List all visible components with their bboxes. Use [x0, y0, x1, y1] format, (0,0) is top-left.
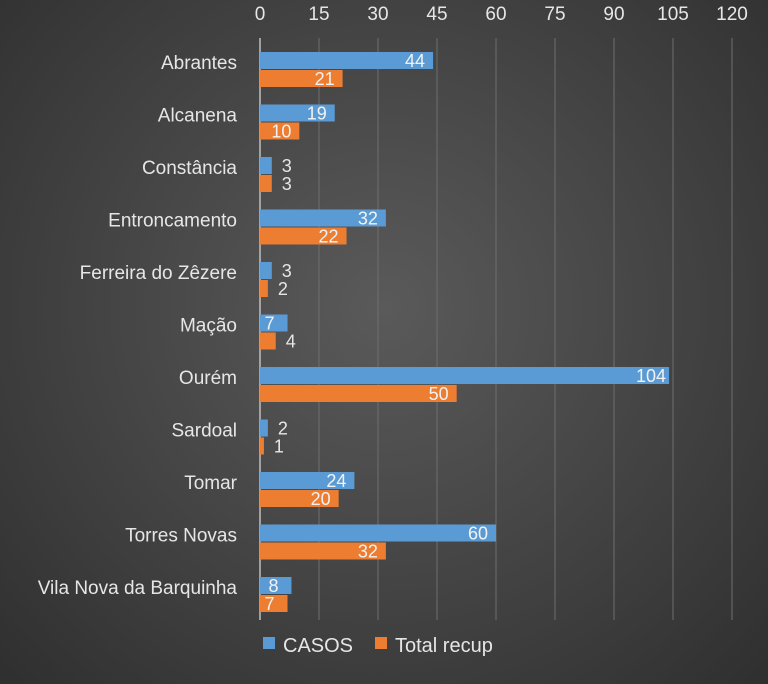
category-label-tomar: Tomar — [184, 473, 237, 494]
data-label-total-recup-entroncamento: 22 — [319, 227, 339, 247]
bar-casos-sardoal — [260, 419, 268, 437]
data-label-casos-ourem: 104 — [636, 366, 666, 386]
data-label-casos-sardoal: 2 — [278, 419, 288, 439]
data-label-casos-ferreira-do-zezere: 3 — [282, 261, 292, 281]
data-label-casos-torres-novas: 60 — [468, 524, 488, 544]
category-label-torres-novas: Torres Novas — [125, 526, 237, 547]
data-label-total-recup-macao: 4 — [286, 332, 296, 352]
data-label-total-recup-abrantes: 21 — [315, 69, 335, 89]
legend-label-total-recup: Total recup — [395, 635, 493, 657]
category-labels: Abrantes Alcanena Constância Entroncamento F… — [38, 53, 238, 599]
bar-total-recup-macao — [260, 332, 276, 350]
category-label-alcanena: Alcanena — [158, 106, 238, 127]
bar-casos-vila-nova-da-barquinha — [260, 577, 292, 594]
category-label-ourem: Ourém — [179, 368, 237, 389]
gridlines — [259, 38, 733, 620]
bar-casos-ourem — [260, 367, 670, 384]
legend: CASOS Total recup — [263, 635, 493, 657]
data-label-casos-alcanena: 19 — [307, 104, 327, 124]
x-tick-label-75: 75 — [544, 4, 565, 25]
bar-total-recup-torres-novas — [260, 542, 386, 560]
bar-casos-torres-novas — [260, 524, 496, 542]
bar-casos-abrantes — [260, 52, 434, 69]
category-label-entroncamento: Entroncamento — [108, 211, 237, 232]
category-label-vila-nova-da-barquinha: Vila Nova da Barquinha — [38, 578, 238, 599]
bar-casos-macao — [260, 314, 288, 332]
bar-casos-tomar — [260, 472, 355, 489]
x-tick-label-90: 90 — [603, 4, 624, 25]
data-label-casos-macao: 7 — [265, 314, 275, 334]
bar-total-recup-sardoal — [260, 437, 264, 455]
data-label-total-recup-sardoal: 1 — [274, 437, 284, 457]
bar-total-recup-abrantes — [260, 70, 343, 87]
x-tick-label-120: 120 — [716, 4, 748, 25]
data-label-total-recup-alcanena: 10 — [271, 122, 291, 142]
legend-swatch-casos — [263, 637, 275, 649]
data-label-total-recup-ferreira-do-zezere: 2 — [278, 279, 288, 299]
data-label-casos-constancia: 3 — [282, 156, 292, 176]
bars — [260, 52, 670, 612]
x-tick-label-30: 30 — [367, 4, 388, 25]
category-label-ferreira-do-zezere: Ferreira do Zêzere — [80, 263, 237, 284]
legend-label-casos: CASOS — [283, 635, 353, 657]
data-label-total-recup-tomar: 20 — [311, 489, 331, 509]
category-label-abrantes: Abrantes — [161, 53, 237, 74]
x-tick-label-45: 45 — [426, 4, 447, 25]
data-label-total-recup-constancia: 3 — [282, 174, 292, 194]
data-label-total-recup-vila-nova-da-barquinha: 7 — [265, 594, 275, 614]
data-label-total-recup-ourem: 50 — [429, 384, 449, 404]
data-label-total-recup-torres-novas: 32 — [358, 542, 378, 562]
bar-total-recup-tomar — [260, 490, 339, 507]
category-label-sardoal: Sardoal — [172, 421, 238, 442]
bar-casos-constancia — [260, 157, 272, 174]
data-label-casos-vila-nova-da-barquinha: 8 — [268, 576, 278, 596]
category-label-constancia: Constância — [142, 158, 237, 179]
x-tick-label-60: 60 — [485, 4, 506, 25]
bar-casos-entroncamento — [260, 209, 386, 227]
bar-total-recup-ferreira-do-zezere — [260, 280, 268, 297]
x-tick-label-15: 15 — [308, 4, 329, 25]
legend-swatch-total-recup — [375, 637, 387, 649]
bar-total-recup-constancia — [260, 175, 272, 192]
bar-casos-ferreira-do-zezere — [260, 262, 272, 279]
data-label-casos-abrantes: 44 — [405, 51, 425, 71]
x-tick-label-105: 105 — [657, 4, 689, 25]
x-axis-tick-labels: 0 15 30 45 60 75 90 105 120 — [255, 4, 748, 25]
data-label-casos-tomar: 24 — [326, 471, 346, 491]
bar-total-recup-ourem — [260, 385, 457, 402]
category-label-macao: Mação — [180, 316, 237, 337]
bar-total-recup-entroncamento — [260, 227, 347, 245]
bar-total-recup-alcanena — [260, 122, 300, 140]
bar-total-recup-vila-nova-da-barquinha — [260, 595, 288, 612]
data-label-casos-entroncamento: 32 — [358, 209, 378, 229]
x-tick-label-0: 0 — [255, 4, 266, 25]
bar-casos-alcanena — [260, 104, 335, 122]
